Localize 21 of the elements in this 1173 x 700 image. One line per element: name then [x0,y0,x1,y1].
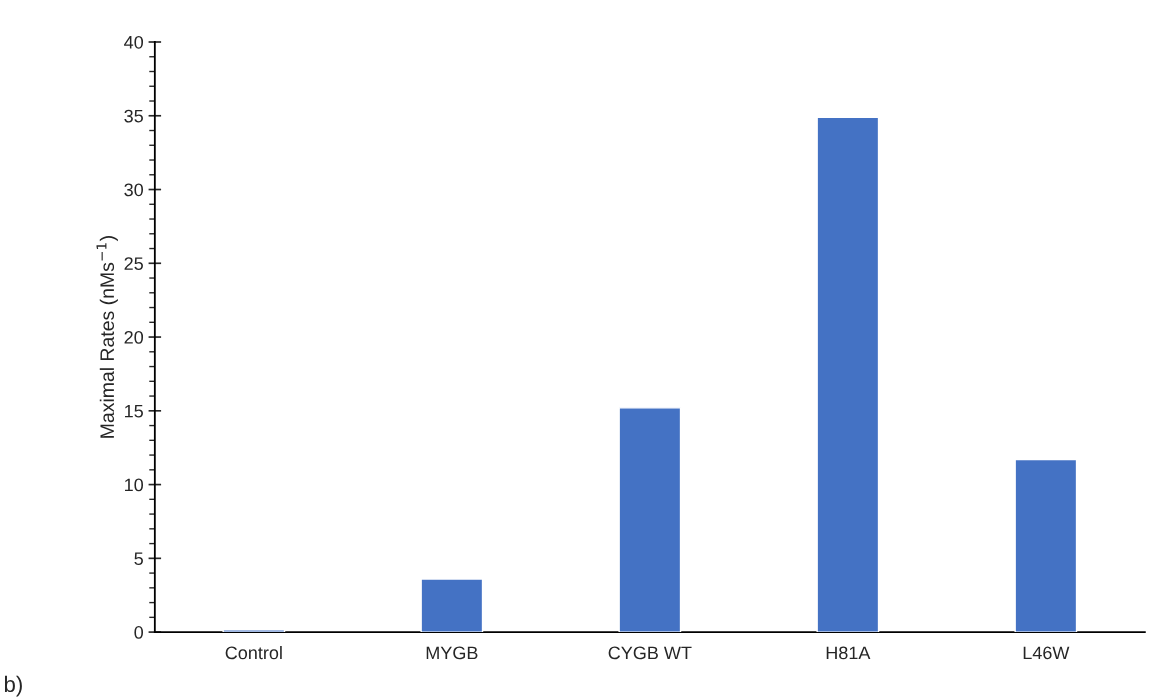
y-tick-label: 10 [125,478,144,492]
y-tick-label: 5 [134,552,143,566]
x-tick-label: H81A [826,646,871,660]
x-tick-label: Control [225,645,282,660]
bar [1014,458,1078,633]
y-tick-label: 30 [124,183,144,197]
text: b) [4,675,22,697]
x-tick-label: MYGB [426,646,478,660]
y-tick-label: 25 [124,257,143,271]
x-tick-label: CYGB WT [608,646,692,660]
y-axis-title: Maximal Rates (nMs$^{−1}$) [96,236,118,438]
bar [222,629,286,633]
x-tick-label: L46W [1023,646,1070,660]
bar [618,407,682,633]
y-tick-label: 35 [124,109,143,123]
y-tick-label: 40 [124,35,144,49]
y-tick-label: 20 [124,330,144,344]
bar [816,116,880,633]
bar [420,578,484,633]
y-tick-label: 0 [134,626,144,639]
y-tick-label: 15 [125,404,143,418]
